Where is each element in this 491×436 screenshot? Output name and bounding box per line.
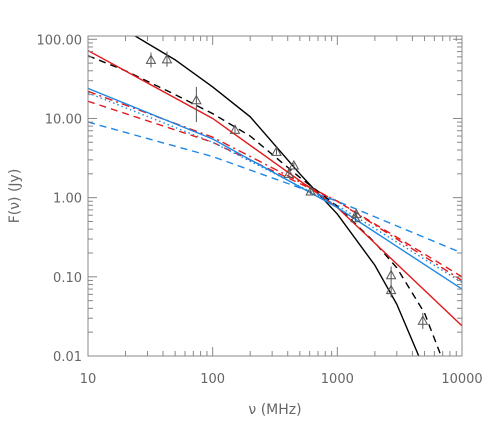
data-point-3 [191,86,202,123]
triangle-marker [229,124,241,134]
data-point-4 [229,124,241,134]
data-point-5 [271,146,282,156]
ticks-layer: 10 100 1000 10000 0.01 0.10 1.00 10.00 100.00 [37,33,483,387]
series-line-2 [88,55,442,356]
triangle-marker [288,159,300,170]
series-line-3 [88,49,462,327]
data-point-12 [385,282,397,298]
x-tick-label: 1000 [321,372,354,387]
triangle-marker [191,94,202,105]
data-point-1 [145,52,157,68]
triangle-marker [145,54,157,64]
triangle-marker [385,269,397,280]
series-line-4 [88,100,462,278]
triangle-marker [385,284,397,295]
data-point-7 [288,159,300,170]
data-point-8 [305,185,317,196]
data-point-11 [385,266,397,283]
x-tick-label: 10 [80,372,97,387]
y-tick-label: 0.10 [53,271,82,286]
data-point-2 [161,51,173,67]
triangle-marker [283,168,295,178]
series-layer [88,36,462,356]
series-line-7 [88,92,462,284]
x-axis-title: ν (MHz) [248,402,301,418]
y-tick-label: 10.00 [45,112,82,127]
data-point-10 [350,208,362,219]
y-tick-label: 1.00 [53,192,82,207]
data-points-layer [145,51,429,329]
triangle-marker [271,146,282,156]
triangle-marker [417,315,429,325]
y-axis-title: F(ν) (Jy) [7,169,23,224]
plot-area [88,36,462,356]
plot-frame [87,35,463,357]
triangle-marker [305,185,317,196]
triangle-marker [161,53,173,64]
y-tick-label: 0.01 [53,350,82,365]
x-tick-label: 100 [200,372,225,387]
y-tick-label: 100.00 [37,33,83,48]
series-line-1 [133,36,420,356]
x-tick-label: 10000 [441,372,482,387]
series-line-8 [88,121,462,254]
data-point-13 [417,312,429,329]
triangle-marker [350,208,362,219]
data-point-6 [283,168,295,178]
series-line-6 [88,87,462,290]
